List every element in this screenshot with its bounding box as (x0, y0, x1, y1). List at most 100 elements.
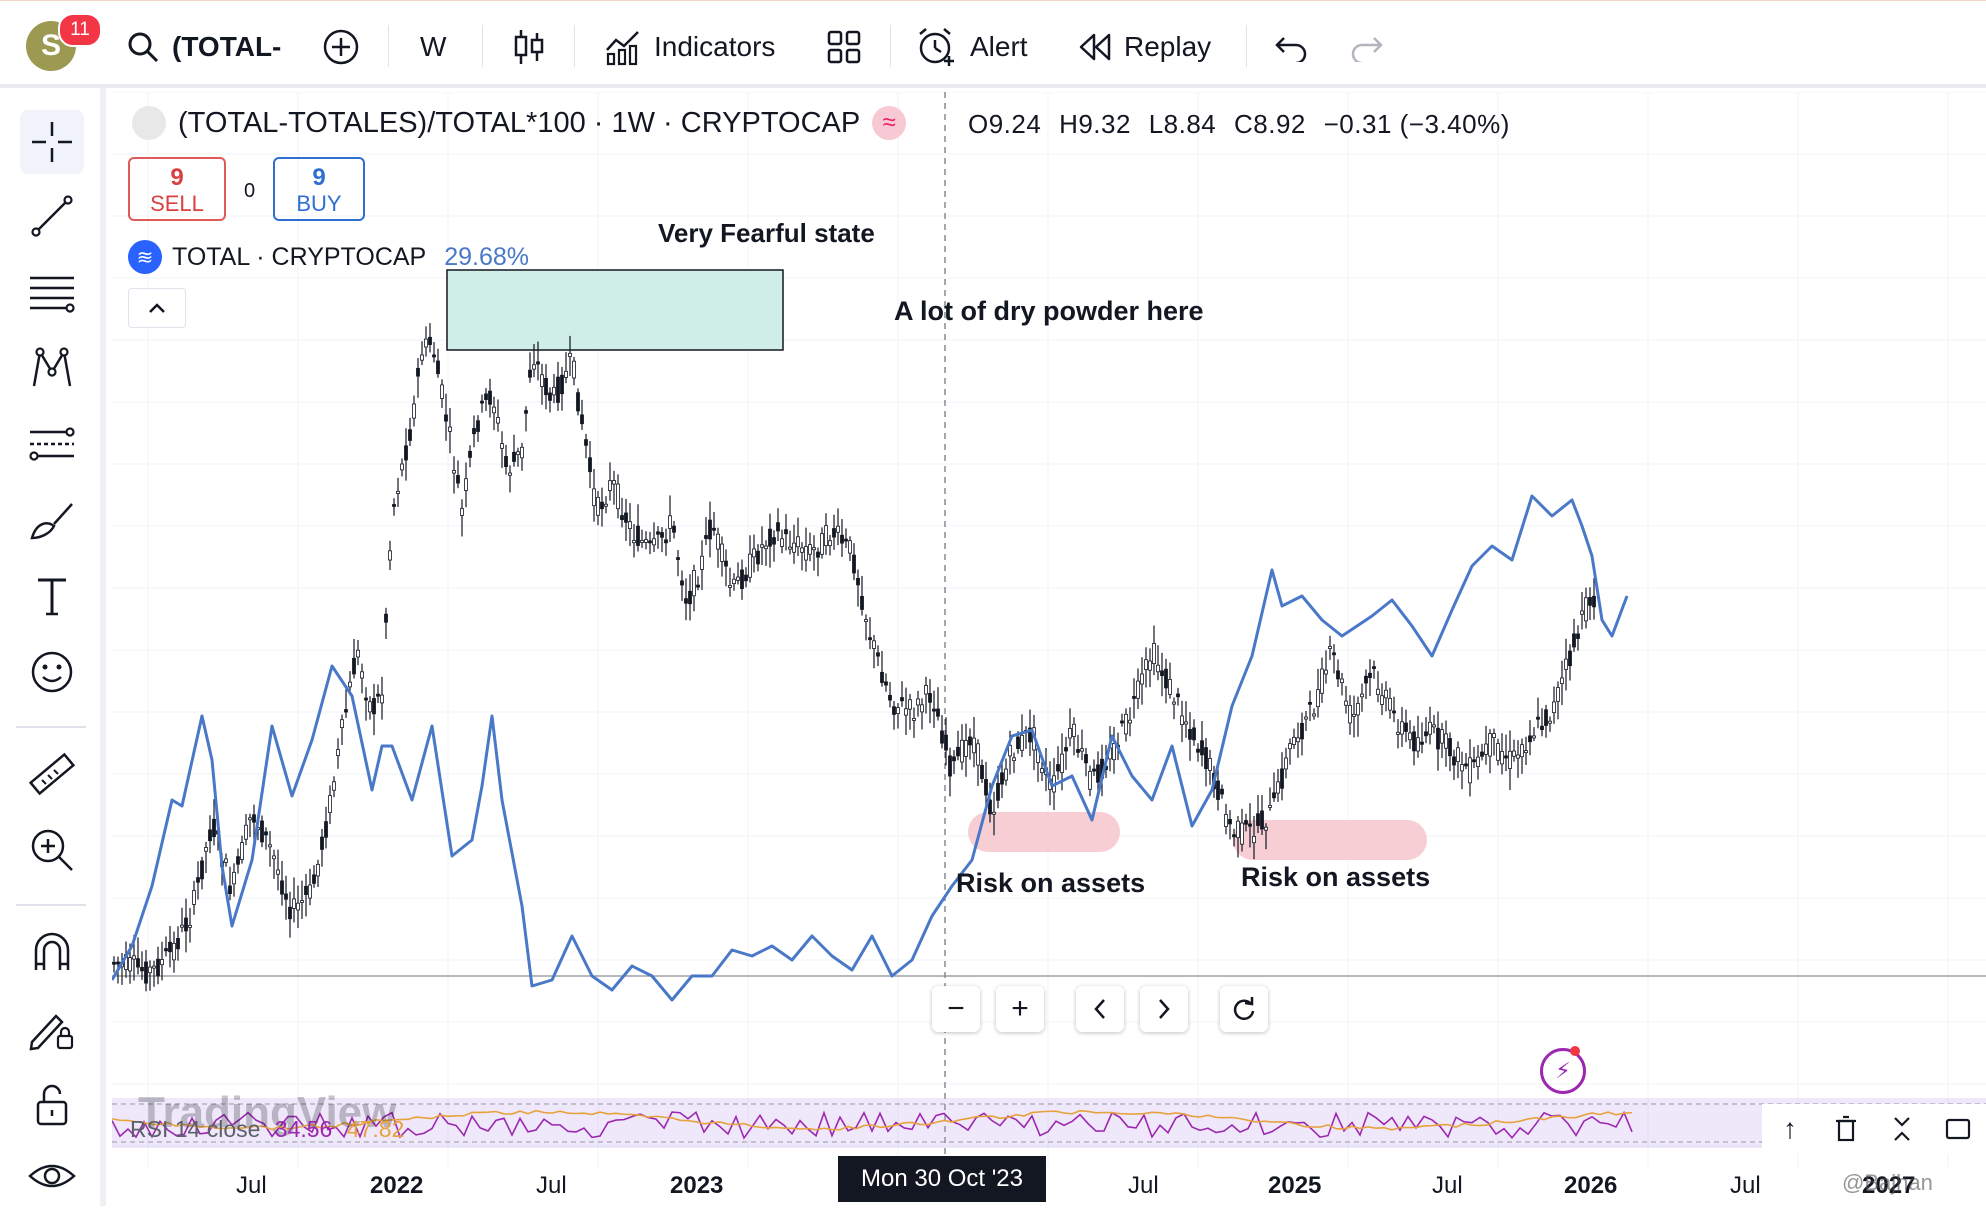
candle-body (1412, 731, 1416, 752)
scroll-right-button[interactable] (1140, 986, 1188, 1032)
rsi-legend[interactable]: RSI 14 close 34.56 47.82 (130, 1116, 404, 1143)
symbol-search[interactable]: (TOTAL- (126, 23, 281, 71)
ruler-icon (28, 752, 76, 796)
zoom-tool[interactable] (20, 818, 84, 882)
maximize-pane-button[interactable] (1930, 1104, 1986, 1154)
candle-body (648, 540, 652, 544)
candle-body (1260, 810, 1264, 830)
candle-body (480, 400, 484, 404)
candle-body (904, 708, 908, 716)
candle-body (812, 547, 816, 551)
candle-body (688, 590, 692, 605)
annotation-dry-powder[interactable]: A lot of dry powder here (894, 296, 1204, 326)
compare-legend[interactable]: ≋ TOTAL · CRYPTOCAP 29.68% (128, 240, 529, 274)
delete-pane-button[interactable] (1818, 1104, 1874, 1154)
candle-body (1252, 836, 1256, 844)
trend-line-tool[interactable] (20, 184, 84, 248)
pane-controls: ↑ (1762, 1104, 1986, 1154)
candle-body (1452, 756, 1456, 766)
candle-body (988, 799, 992, 815)
candle-body (1588, 597, 1592, 606)
lock-tool[interactable] (20, 1072, 84, 1136)
candle-body (836, 525, 840, 533)
rsi-pane[interactable] (112, 1098, 1986, 1148)
move-pane-up-button[interactable]: ↑ (1762, 1104, 1818, 1154)
replay-button[interactable]: Replay (1078, 23, 1211, 71)
chevron-right-icon (1159, 999, 1170, 1019)
price-chart[interactable] (112, 92, 1986, 1168)
candle-body (596, 496, 600, 516)
candle-body (204, 847, 208, 852)
chart-type-button[interactable] (512, 23, 546, 71)
fib-tool[interactable] (20, 260, 84, 324)
scroll-left-button[interactable] (1076, 986, 1124, 1032)
crosshair-tool[interactable] (20, 110, 84, 174)
candle-body (1128, 719, 1132, 724)
zoom-in-button[interactable]: + (996, 986, 1044, 1032)
candle-body (212, 818, 216, 838)
alert-button[interactable]: Alert (916, 23, 1028, 71)
legend-symbol[interactable]: (TOTAL-TOTALES)/TOTAL*100 · 1W · CRYPTOC… (178, 106, 861, 139)
candle-body (1168, 679, 1172, 695)
indicators-button[interactable]: Indicators (604, 23, 775, 71)
candle-body (1352, 713, 1356, 717)
candle-body (956, 746, 960, 757)
reset-chart-button[interactable] (1220, 986, 1268, 1032)
undo-button[interactable] (1274, 23, 1308, 71)
candle-body (880, 671, 884, 683)
pencil-lock-icon (29, 1014, 74, 1051)
measure-tool[interactable] (20, 742, 84, 806)
candle-body (660, 532, 664, 538)
toolbar-divider (388, 25, 389, 67)
annotation-fearful[interactable]: Very Fearful state (658, 218, 875, 248)
candle-body (236, 856, 240, 865)
redo-button[interactable] (1350, 23, 1384, 71)
candle-body (1504, 755, 1508, 759)
candle-body (392, 504, 396, 507)
hide-drawings-tool[interactable] (20, 1144, 84, 1208)
interval-button[interactable]: W (420, 31, 447, 62)
annotation-risk-on-1[interactable]: Risk on assets (956, 868, 1146, 898)
candle-body (1072, 723, 1076, 737)
candle-body (560, 374, 564, 395)
candle-body (1228, 818, 1232, 825)
plus-circle-icon (323, 29, 359, 65)
magnet-tool[interactable] (20, 920, 84, 984)
chevron-up-icon (149, 303, 165, 313)
compare-symbol-button[interactable] (322, 23, 360, 71)
candle-body (664, 539, 668, 544)
candle-body (568, 352, 572, 357)
candle-body (520, 446, 524, 459)
candle-body (556, 376, 560, 403)
candle-body (388, 550, 392, 561)
candle-body (1428, 721, 1432, 735)
pattern-tool[interactable] (20, 336, 84, 400)
brush-tool[interactable] (20, 488, 84, 552)
candle-body (1084, 754, 1088, 764)
collapse-legend-button[interactable] (128, 288, 186, 328)
emoji-tool[interactable] (20, 640, 84, 704)
annotation-risk-on-2[interactable]: Risk on assets (1241, 862, 1431, 892)
zoom-out-button[interactable]: − (932, 986, 980, 1032)
text-tool[interactable] (20, 564, 84, 628)
buy-button[interactable]: 9 BUY (273, 157, 365, 221)
flash-icon[interactable]: ⚡ (1540, 1048, 1586, 1094)
layouts-button[interactable] (826, 23, 862, 71)
candle-body (1320, 668, 1324, 694)
projection-tool[interactable] (20, 412, 84, 476)
rsi-label: RSI 14 close (130, 1116, 261, 1142)
candle-body (1536, 716, 1540, 720)
candle-body (1140, 673, 1144, 685)
spread-value: 0 (244, 180, 256, 202)
candle-body (980, 765, 984, 780)
candle-body (324, 821, 328, 838)
time-tick: Jul (1730, 1172, 1761, 1199)
collapse-pane-button[interactable] (1874, 1104, 1930, 1154)
candle-body (852, 554, 856, 574)
candle-body (1248, 823, 1252, 827)
sell-button[interactable]: 9 SELL (128, 157, 226, 221)
candle-body (644, 539, 648, 543)
candle-body (1152, 643, 1156, 665)
candle-body (820, 533, 824, 555)
lock-drawings-tool[interactable] (20, 996, 84, 1060)
